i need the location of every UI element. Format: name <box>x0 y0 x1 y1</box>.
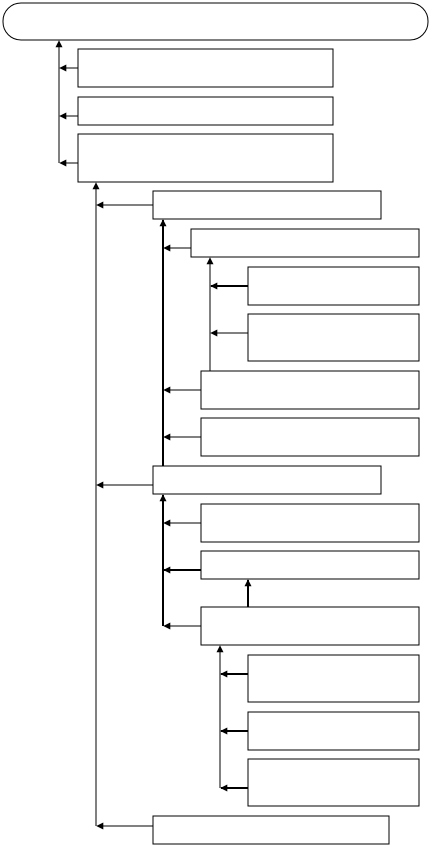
box <box>200 550 420 580</box>
box <box>77 133 334 183</box>
box <box>200 370 420 410</box>
box <box>247 313 420 362</box>
box <box>190 228 420 258</box>
box <box>77 48 334 88</box>
box <box>200 606 420 646</box>
box <box>247 758 420 807</box>
box <box>152 190 382 220</box>
box <box>200 503 420 543</box>
box <box>247 266 420 306</box>
box <box>200 417 420 457</box>
box <box>152 815 390 845</box>
root-box <box>2 2 429 41</box>
box <box>77 96 334 126</box>
box <box>152 465 382 495</box>
box <box>247 711 420 751</box>
box <box>247 654 420 703</box>
